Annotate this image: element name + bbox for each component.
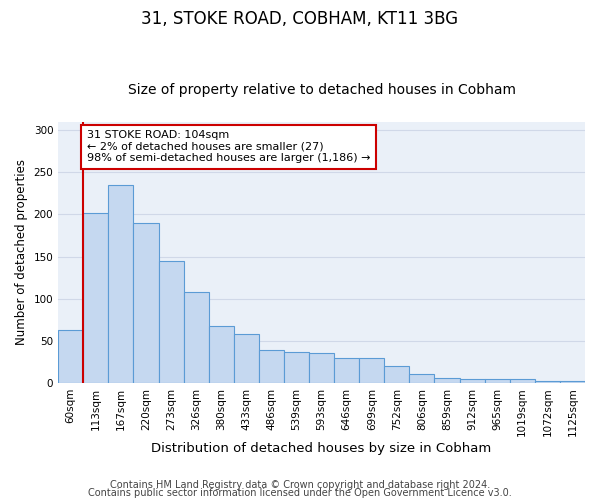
Bar: [284, 352, 309, 383]
Text: Contains public sector information licensed under the Open Government Licence v3: Contains public sector information licen…: [88, 488, 512, 498]
Bar: [158, 260, 184, 383]
Bar: [209, 326, 234, 383]
Bar: [109, 185, 133, 383]
Bar: [485, 378, 510, 383]
Bar: [535, 381, 560, 383]
Bar: [184, 292, 209, 383]
Text: 31 STOKE ROAD: 104sqm
← 2% of detached houses are smaller (27)
98% of semi-detac: 31 STOKE ROAD: 104sqm ← 2% of detached h…: [87, 130, 371, 164]
Bar: [359, 358, 385, 383]
Text: Contains HM Land Registry data © Crown copyright and database right 2024.: Contains HM Land Registry data © Crown c…: [110, 480, 490, 490]
Bar: [385, 366, 409, 383]
Bar: [259, 350, 284, 383]
Bar: [560, 381, 585, 383]
Y-axis label: Number of detached properties: Number of detached properties: [15, 160, 28, 346]
Text: 31, STOKE ROAD, COBHAM, KT11 3BG: 31, STOKE ROAD, COBHAM, KT11 3BG: [142, 10, 458, 28]
Bar: [434, 378, 460, 383]
Bar: [510, 380, 535, 383]
Title: Size of property relative to detached houses in Cobham: Size of property relative to detached ho…: [128, 83, 515, 97]
Bar: [83, 212, 109, 383]
Bar: [334, 358, 359, 383]
Bar: [58, 330, 83, 383]
Bar: [234, 334, 259, 383]
Bar: [460, 378, 485, 383]
Bar: [409, 374, 434, 383]
Bar: [133, 223, 158, 383]
Bar: [309, 352, 334, 383]
X-axis label: Distribution of detached houses by size in Cobham: Distribution of detached houses by size …: [151, 442, 492, 455]
